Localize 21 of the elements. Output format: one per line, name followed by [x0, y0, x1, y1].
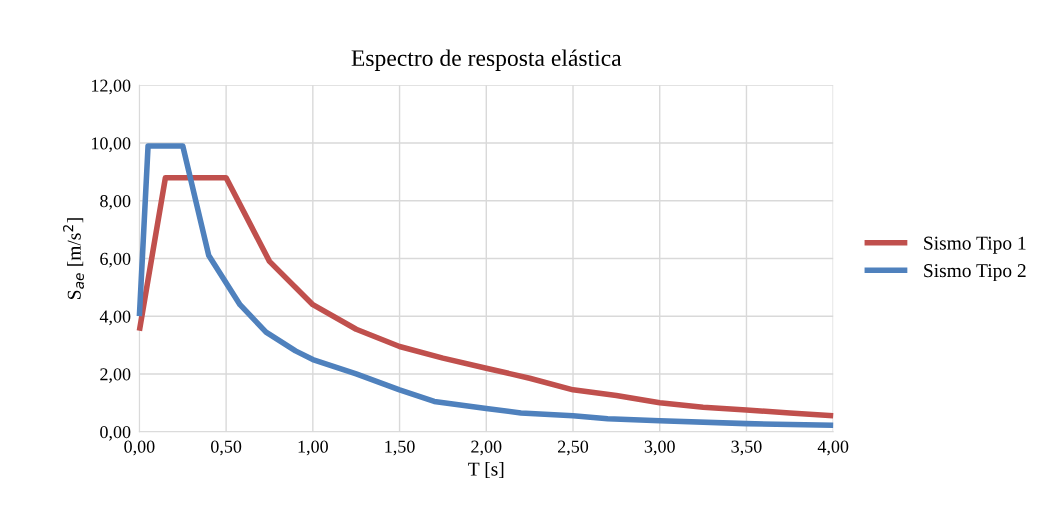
y-tick-label: 12,00 — [92, 79, 131, 95]
x-tick-label: 1,00 — [298, 440, 328, 456]
x-tick-label: 4,00 — [817, 440, 849, 456]
y-tick-label: 2,00 — [100, 368, 131, 383]
x-tick-label: 1,50 — [385, 440, 415, 456]
x-tick-label: 0,50 — [211, 440, 242, 456]
x-tick-label: 2,00 — [471, 440, 502, 456]
y-axis-title: S$_{ae}$ [m/s$^{2}$] — [63, 218, 84, 300]
y-tick-label: 6,00 — [100, 252, 131, 268]
y-tick-label: 10,00 — [92, 137, 131, 153]
x-tick-label: 0,00 — [124, 440, 155, 456]
x-tick-label: 3,00 — [644, 440, 675, 456]
y-tick-label: 8,00 — [100, 195, 131, 210]
y-tick-label: 0,00 — [100, 425, 131, 441]
legend-label: Sismo Tipo 2 — [924, 264, 1026, 282]
chart-title: Espectro de resposta elástica — [351, 49, 622, 71]
y-tick-label: 4,00 — [99, 310, 131, 326]
x-axis-title: T [s] — [468, 461, 504, 479]
legend-label: Sismo Tipo 1 — [924, 236, 1026, 254]
x-tick-label: 3,50 — [731, 440, 762, 456]
x-tick-label: 2,50 — [558, 440, 589, 456]
